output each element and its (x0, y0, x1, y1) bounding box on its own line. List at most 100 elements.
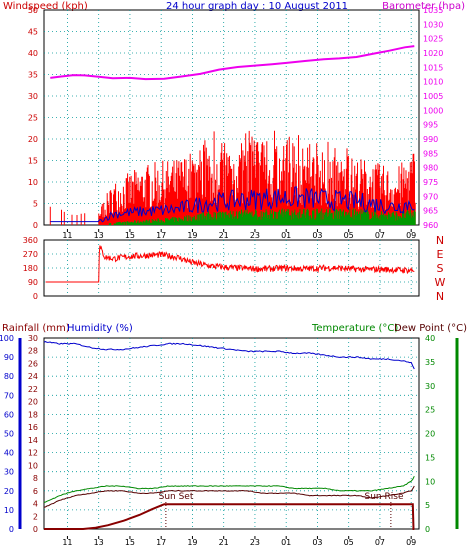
baro-ytick-1: 965 (423, 207, 438, 216)
temperature-series (43, 475, 415, 503)
dir-compass-4: N (436, 234, 444, 247)
baro-ytick-7: 995 (423, 121, 438, 130)
humidity-ytick-5: 50 (4, 430, 14, 439)
climate-xtick-label-3: 17 (156, 538, 166, 547)
wind-ytick-5: 25 (28, 114, 38, 123)
baro-ytick-3: 975 (423, 178, 438, 187)
wind-ytick-3: 15 (28, 157, 38, 166)
dir-ytick-1: 90 (28, 278, 38, 287)
temp-ytick-0: 0 (425, 525, 430, 534)
climate-xtick-label-6: 23 (250, 538, 260, 547)
rain-ytick-10: 20 (28, 398, 38, 407)
humidity-ytick-4: 40 (4, 449, 14, 458)
humidity-series (43, 341, 415, 370)
humidity-ytick-3: 30 (4, 468, 14, 477)
climate-xtick-label-0: 11 (62, 538, 72, 547)
baro-ytick-9: 1005 (423, 92, 443, 101)
rain-ytick-15: 30 (28, 334, 38, 343)
rain-ytick-6: 12 (28, 449, 38, 458)
dir-compass-3: E (437, 248, 444, 261)
wind-xtick-label-7: 01 (281, 231, 291, 240)
baro-ytick-5: 985 (423, 149, 438, 158)
dir-ytick-4: 360 (23, 236, 38, 245)
baro-ytick-10: 1010 (423, 78, 443, 87)
climate-xtick-label-5: 21 (219, 538, 229, 547)
wind-xtick-label-4: 19 (187, 231, 197, 240)
rainfall-axis-title: Rainfall (mm) (2, 323, 70, 334)
wind-ytick-8: 40 (28, 49, 38, 58)
wind-ytick-4: 20 (28, 135, 38, 144)
wind-direction-series (45, 245, 415, 283)
wind-xtick-label-5: 21 (219, 231, 229, 240)
axis-layer: 0510152025303540455096096597097598098599… (0, 6, 459, 547)
rain-ytick-14: 28 (28, 347, 38, 356)
windspeed-axis-title: Windspeed (kph) (3, 1, 88, 12)
rain-ytick-3: 6 (33, 487, 38, 496)
wind-ytick-0: 0 (33, 221, 38, 230)
series-layer (43, 45, 416, 530)
rain-ytick-7: 14 (28, 436, 38, 445)
wind-xtick-label-6: 23 (250, 231, 260, 240)
baro-ytick-4: 980 (423, 164, 438, 173)
temp-ytick-6: 30 (425, 382, 435, 391)
rain-ytick-11: 22 (28, 385, 38, 394)
temp-ytick-1: 5 (425, 501, 430, 510)
baro-ytick-0: 960 (423, 221, 438, 230)
grid-layer (44, 10, 419, 529)
climate-xtick-label-2: 15 (125, 538, 135, 547)
wind-xtick-label-9: 05 (344, 231, 354, 240)
temp-ytick-2: 10 (425, 477, 435, 486)
wind-ytick-9: 45 (28, 28, 38, 37)
sun-rise-label: Sun Rise (365, 492, 404, 502)
temperature-axis-title: Temperature (°C) (311, 323, 398, 334)
wind-xtick-label-2: 15 (125, 231, 135, 240)
wind-xtick-label-10: 07 (375, 231, 385, 240)
humidity-ytick-7: 70 (4, 391, 14, 400)
wind-xtick-label-3: 17 (156, 231, 166, 240)
wind-ytick-2: 10 (28, 178, 38, 187)
humidity-ytick-1: 10 (4, 506, 14, 515)
sun-set-label: Sun Set (159, 492, 194, 502)
baro-ytick-12: 1020 (423, 49, 443, 58)
rain-ytick-0: 0 (33, 525, 38, 534)
graph-title: 24 hour graph day : 10 August 2011 (166, 1, 348, 12)
wind-low-series (108, 208, 416, 225)
climate-xtick-label-1: 13 (94, 538, 104, 547)
climate-xtick-label-4: 19 (187, 538, 197, 547)
dir-ytick-3: 270 (23, 250, 38, 259)
climate-xtick-label-11: 09 (406, 538, 416, 547)
climate-xtick-label-10: 07 (375, 538, 385, 547)
wind-ytick-10: 50 (28, 6, 38, 15)
wind-xtick-label-8: 03 (312, 231, 322, 240)
dir-compass-2: S (437, 262, 444, 275)
baro-ytick-14: 1030 (423, 20, 443, 29)
climate-xtick-label-7: 01 (281, 538, 291, 547)
dir-ytick-2: 180 (23, 264, 38, 273)
wind-ytick-1: 5 (33, 200, 38, 209)
rainfall-series (44, 503, 415, 530)
rain-ytick-8: 16 (28, 423, 38, 432)
wind-gust-series (49, 130, 416, 225)
humidity-ytick-10: 100 (0, 334, 14, 343)
rain-ytick-12: 24 (28, 372, 38, 381)
humidity-ytick-2: 20 (4, 487, 14, 496)
rain-ytick-5: 10 (28, 461, 38, 470)
wind-average-series (50, 186, 415, 223)
wind-ytick-6: 30 (28, 92, 38, 101)
rain-ytick-2: 4 (33, 500, 38, 509)
barometer-series (50, 45, 415, 81)
wind-xtick-label-1: 13 (94, 231, 104, 240)
baro-ytick-6: 990 (423, 135, 438, 144)
rain-ytick-1: 2 (33, 512, 38, 521)
rain-ytick-4: 8 (33, 474, 38, 483)
humidity-ytick-0: 0 (9, 525, 14, 534)
baro-ytick-11: 1015 (423, 63, 443, 72)
temp-ytick-5: 25 (425, 406, 435, 415)
humidity-axis-title: Humidity (%) (67, 323, 133, 334)
dewpoint-series (43, 485, 415, 508)
climate-xtick-label-8: 03 (312, 538, 322, 547)
temp-ytick-7: 35 (425, 358, 435, 367)
temp-ytick-3: 15 (425, 453, 435, 462)
humidity-ytick-9: 90 (4, 353, 14, 362)
